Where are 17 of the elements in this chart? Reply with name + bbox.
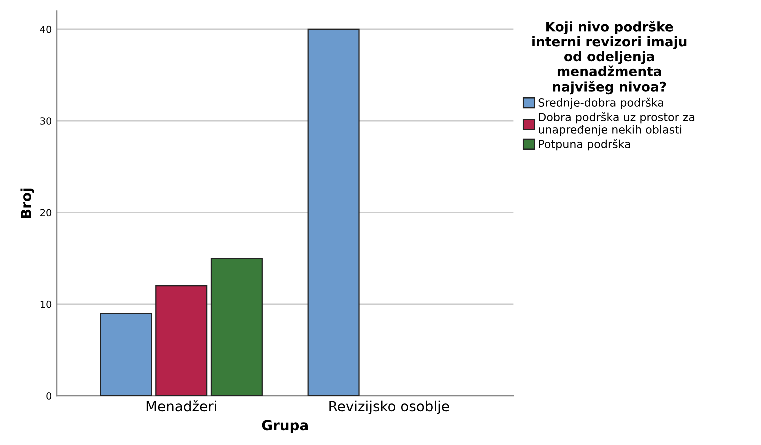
- y-tick-label: 10: [40, 300, 52, 308]
- x-axis-title: Grupa: [262, 420, 308, 434]
- bar: [100, 313, 152, 396]
- legend-label: Srednje-dobra podrška: [538, 98, 664, 110]
- y-axis-title: Broj: [20, 188, 34, 218]
- x-tick-label: Revizijsko osoblje: [330, 400, 450, 414]
- y-tick-label: 30: [40, 118, 52, 125]
- bar: [308, 28, 360, 396]
- legend-title: Koji nivo podrške interni revizori imaju od odeljenja menadžmenta najvišeg nivoa?: [532, 21, 687, 95]
- y-tick-label: 40: [40, 26, 52, 34]
- y-tick-label: 0: [46, 392, 52, 400]
- y-tick-label: 20: [40, 209, 52, 217]
- x-tick-label: Menadžeri: [146, 400, 216, 412]
- legend-label: Dobra podrška uz prostor za unapređenje nekih oblasti: [539, 112, 695, 136]
- bar: [156, 286, 208, 396]
- legend-label: Potpuna podrška: [539, 139, 630, 151]
- bar: [210, 258, 263, 396]
